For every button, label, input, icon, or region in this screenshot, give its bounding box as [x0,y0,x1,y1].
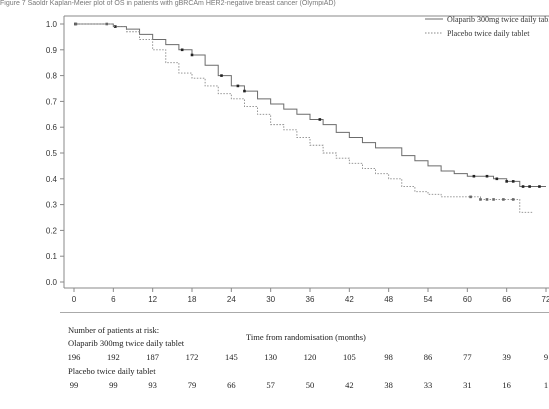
y-tick-label: 0.8 [46,72,58,81]
risk-count-placebo: 33 [423,380,433,390]
risk-count-placebo: 31 [463,380,472,390]
risk-count-olaparib: 130 [264,352,278,362]
x-tick-label: 0 [72,295,77,304]
censor-mark-olaparib [220,74,223,77]
x-tick-label: 72 [542,295,549,304]
series-line-placebo [74,23,533,213]
risk-count-olaparib: 196 [67,352,81,362]
y-tick-label: 0.9 [46,46,58,55]
risk-count-olaparib: 172 [185,352,199,362]
censor-mark-placebo [105,22,109,26]
censor-mark-olaparib [538,185,541,188]
risk-count-placebo: 42 [345,380,354,390]
legend-label-olaparib: Olaparib 300mg twice daily tablet [447,15,549,24]
risk-count-olaparib: 105 [342,352,356,362]
risk-count-placebo: 99 [69,380,79,390]
censor-mark-placebo [511,198,515,201]
x-tick-label: 48 [384,295,393,304]
x-tick-label: 18 [188,295,197,304]
risk-count-olaparib: 39 [502,352,511,362]
figure-caption: Figure 7 Saoldr Kaplan-Meier plot of OS … [0,0,336,7]
y-tick-label: 0.5 [46,149,58,158]
risk-count-placebo: 16 [502,380,511,390]
risk-group-label-placebo: Placebo twice daily tablet [68,366,156,376]
risk-count-placebo: 79 [187,380,197,390]
censor-mark-olaparib [511,180,515,183]
risk-count-olaparib: 192 [106,352,120,362]
censor-mark-placebo [492,198,495,201]
series-line-olaparib [74,23,546,188]
censor-mark-olaparib [472,174,476,178]
risk-divider [60,312,549,313]
x-tick-label: 60 [463,295,472,304]
censor-mark-placebo [485,198,489,201]
risk-count-placebo: 57 [266,380,275,390]
x-tick-label: 6 [111,295,116,304]
risk-count-olaparib: 145 [224,352,238,362]
chart-axes: 0.0 0.1 0.2 0.3 0.4 0.5 0.6 0.7 0.8 0.9 1.0 0 6 12 18 2… [46,15,549,304]
y-tick-label: 0.0 [46,278,58,287]
risk-count-olaparib: 77 [463,352,472,362]
risk-table-title: Number of patients at risk: [68,325,160,335]
y-tick-label: 0.3 [46,201,58,210]
risk-count-placebo: 1 [543,380,549,390]
risk-count-olaparib: 120 [303,352,317,362]
risk-count-placebo: 50 [305,380,315,390]
censor-mark-olaparib [114,25,117,28]
censor-mark-placebo [74,22,78,26]
risk-count-placebo: 38 [384,380,393,390]
y-tick-label: 0.2 [46,226,58,235]
censor-mark-placebo [502,198,505,201]
chart-curves [74,22,546,213]
censor-mark-olaparib [236,84,240,88]
chart-legend: Olaparib 300mg twice daily tablet Placebo… [425,15,549,38]
censor-mark-olaparib [495,177,499,181]
censor-mark-olaparib [528,185,531,188]
censor-mark-olaparib [318,118,322,121]
x-tick-label: 36 [306,295,315,304]
censor-mark-placebo [479,198,482,201]
y-tick-label: 0.4 [46,175,58,184]
y-tick-label: 0.7 [46,97,58,106]
risk-count-olaparib: 86 [423,352,433,362]
censor-mark-olaparib [190,53,194,57]
risk-count-olaparib: 9 [543,352,549,362]
x-tick-label: 24 [227,295,236,304]
y-tick-label: 1.0 [46,20,58,29]
risk-table: Number of patients at risk: Time from ra… [0,312,549,409]
x-tick-label: 30 [266,295,275,304]
y-tick-label: 0.1 [46,252,58,261]
x-tick-label: 54 [424,295,433,304]
risk-count-olaparib: 187 [146,352,160,362]
censor-mark-olaparib [180,48,184,52]
x-tick-label: 12 [148,295,157,304]
censor-mark-olaparib [521,185,525,188]
x-tick-label: 42 [345,295,354,304]
censor-mark-placebo [469,195,472,199]
risk-group-label-olaparib: Olaparib 300mg twice daily tablet [68,338,185,348]
y-tick-label: 0.6 [46,123,58,132]
censor-mark-olaparib [485,174,489,178]
x-tick-label: 66 [502,295,511,304]
risk-count-placebo: 93 [148,380,157,390]
censor-mark-olaparib [505,180,508,183]
risk-count-olaparib: 98 [384,352,393,362]
legend-label-placebo: Placebo twice daily tablet [447,29,530,38]
risk-count-placebo: 66 [227,380,236,390]
censor-mark-olaparib [243,89,246,93]
x-axis-label: Time from randomisation (months) [246,332,366,342]
risk-count-placebo: 99 [109,380,118,390]
km-chart: 0.0 0.1 0.2 0.3 0.4 0.5 0.6 0.7 0.8 0.9 1.0 0 6 12 18 2… [46,15,549,304]
